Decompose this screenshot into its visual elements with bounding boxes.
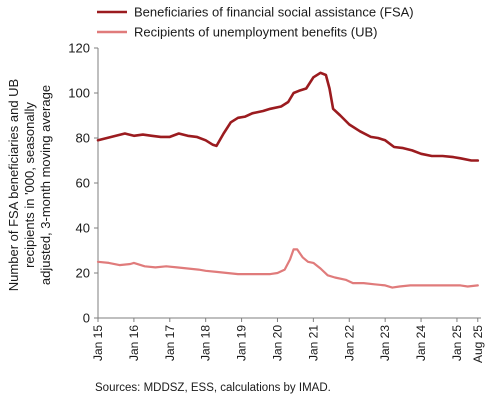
x-tick-label: Aug 25: [471, 325, 485, 363]
y-axis-label-line-3: adjusted, 3-month moving average: [38, 85, 53, 285]
y-axis-label-line-1: Number of FSA beneficiaries and UB: [6, 79, 21, 291]
x-tick-label: Jan 24: [414, 325, 428, 361]
series-layer: [96, 71, 480, 289]
y-tick-label: 40: [76, 221, 90, 236]
y-tick-label: 120: [68, 41, 90, 56]
legend-label-fsa: Beneficiaries of financial social assist…: [134, 5, 414, 20]
x-tick-label: Jan 17: [163, 325, 177, 361]
y-tick-label: 80: [76, 131, 90, 146]
x-tick-label: Jan 16: [127, 325, 141, 361]
legend: Beneficiaries of financial social assist…: [97, 5, 414, 40]
y-tick-label: 20: [76, 266, 90, 281]
x-tick-label: Jan 23: [378, 325, 392, 361]
source-note: Sources: MDDSZ, ESS, calculations by IMA…: [95, 382, 331, 394]
legend-label-ub: Recipients of unemployment benefits (UB): [134, 25, 378, 40]
series-line-ub: [96, 248, 479, 289]
y-tick-labels: 0 20 40 60 80 100 120: [68, 41, 90, 326]
x-tick-label: Jan 15: [91, 325, 105, 361]
series-line-fsa: [96, 71, 480, 162]
y-axis-label-line-2: recipients in '000, seasonally: [22, 102, 37, 268]
x-tick-label: Jan 19: [235, 325, 249, 361]
y-tick-label: 60: [76, 176, 90, 191]
y-tick-label: 100: [68, 86, 90, 101]
axes: [94, 47, 481, 322]
x-tick-label: Jan 22: [342, 325, 356, 361]
x-tick-label: Jan 25: [450, 325, 464, 361]
x-tick-label: Jan 20: [270, 325, 284, 361]
x-tick-label: Jan 18: [199, 325, 213, 361]
x-tick-labels: Jan 15 Jan 16 Jan 17 Jan 18 Jan 19 Jan 20 Jan …: [91, 325, 485, 363]
y-tick-label: 0: [83, 311, 90, 326]
x-tick-label: Jan 21: [306, 325, 320, 361]
y-axis-label: Number of FSA beneficiaries and UB recip…: [6, 79, 53, 291]
